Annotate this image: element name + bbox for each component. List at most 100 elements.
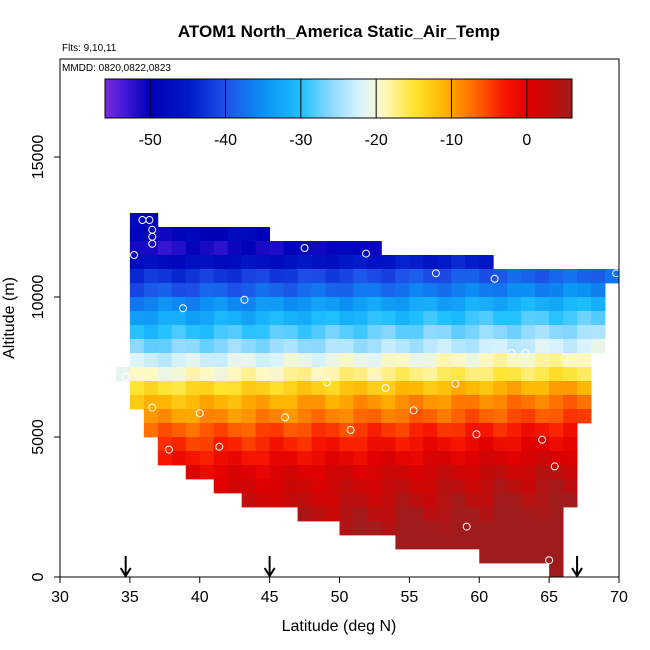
heatmap-cell <box>311 479 326 494</box>
heatmap-cell <box>451 311 466 326</box>
heatmap-cell <box>577 339 592 354</box>
heatmap-cell <box>269 395 285 410</box>
heatmap-cell <box>381 269 396 284</box>
heatmap-cell <box>479 395 494 410</box>
heatmap-cell <box>241 437 257 452</box>
heatmap-cell <box>395 269 410 284</box>
heatmap-cell <box>493 395 508 410</box>
heatmap-cell <box>451 465 466 480</box>
heatmap-cell <box>437 381 452 396</box>
heatmap-cell <box>493 549 508 564</box>
heatmap-cell <box>185 353 201 368</box>
observation-point <box>215 442 224 451</box>
heatmap-cell <box>493 367 508 382</box>
heatmap-cell <box>577 395 592 410</box>
heatmap-cell <box>227 339 243 354</box>
heatmap-cell <box>423 507 438 522</box>
heatmap-cell <box>507 535 522 550</box>
heatmap-cell <box>535 451 550 466</box>
heatmap-cell <box>451 451 466 466</box>
heatmap-cell <box>227 437 243 452</box>
heatmap-cell <box>423 297 438 312</box>
heatmap-cell <box>353 297 368 312</box>
heatmap-cell <box>563 437 578 452</box>
heatmap-cell <box>283 395 298 410</box>
heatmap-cell <box>591 297 606 312</box>
heatmap-cell <box>437 325 452 340</box>
heatmap-cell <box>311 507 326 522</box>
heatmap-cell <box>157 353 173 368</box>
heatmap-cell <box>549 311 564 326</box>
heatmap-cell <box>549 549 564 564</box>
observation-point <box>165 445 173 454</box>
heatmap-cell <box>199 241 215 256</box>
heatmap-cell <box>157 409 173 424</box>
heatmap-cell <box>311 423 326 438</box>
heatmap-cell <box>381 353 396 368</box>
heatmap-cell <box>213 241 229 256</box>
heatmap-cell <box>535 493 550 508</box>
heatmap-cell <box>549 437 564 452</box>
heatmap-cell <box>577 297 592 312</box>
heatmap-cell <box>171 241 187 256</box>
heatmap-cell <box>269 283 285 298</box>
heatmap-cell <box>507 381 522 396</box>
heatmap-cell <box>437 339 452 354</box>
heatmap-cell <box>213 409 229 424</box>
heatmap-cell <box>409 255 424 270</box>
heatmap-cell <box>549 283 564 298</box>
sampling-arrow-head <box>263 567 276 578</box>
heatmap-cell <box>311 241 326 256</box>
heatmap-cell <box>199 269 215 284</box>
heatmap-cell <box>437 423 452 438</box>
heatmap-cell <box>171 381 187 396</box>
heatmap-cell <box>479 367 494 382</box>
heatmap-cell <box>227 241 243 256</box>
observation-point <box>145 216 154 224</box>
flights-label: Flts: 9,10,11 <box>62 43 117 54</box>
heatmap-cell <box>451 367 466 382</box>
heatmap-cell <box>367 493 382 508</box>
y-axis-label: Altitude (m) <box>1 277 18 359</box>
heatmap-cell <box>577 325 592 340</box>
heatmap-cell <box>353 493 368 508</box>
heatmap-cell <box>143 325 159 340</box>
heatmap-cell <box>423 521 438 536</box>
heatmap-cell <box>171 367 187 382</box>
heatmap-cell <box>213 437 229 452</box>
heatmap-cell <box>297 339 312 354</box>
heatmap-cell <box>353 423 368 438</box>
heatmap-cell <box>255 283 271 298</box>
heatmap-cell <box>409 353 424 368</box>
heatmap-cell <box>367 507 382 522</box>
heatmap-cell <box>493 269 508 284</box>
heatmap-cell <box>507 325 522 340</box>
x-tick-label: 60 <box>470 589 488 606</box>
heatmap-cell <box>423 409 438 424</box>
heatmap-cell <box>129 325 145 340</box>
heatmap-cell <box>213 465 229 480</box>
heatmap-cell <box>339 367 354 382</box>
heatmap-cell <box>535 521 550 536</box>
heatmap-cell <box>465 353 480 368</box>
heatmap-cell <box>507 423 522 438</box>
heatmap-cell <box>521 381 536 396</box>
heatmap-cell <box>129 297 145 312</box>
observation-point <box>148 239 157 248</box>
heatmap-cell <box>297 451 312 466</box>
observation-point <box>521 349 530 357</box>
heatmap-cell <box>465 339 480 354</box>
heatmap-cell <box>563 423 578 438</box>
heatmap-cell <box>465 367 480 382</box>
heatmap-cell <box>521 493 536 508</box>
heatmap-cell <box>395 255 410 270</box>
heatmap-cell <box>227 353 243 368</box>
heatmap-cell <box>185 423 201 438</box>
heatmap-cell <box>409 283 424 298</box>
heatmap-cell <box>353 409 368 424</box>
heatmap-cell <box>157 395 173 410</box>
heatmap-cell <box>311 255 326 270</box>
heatmap-cell <box>451 507 466 522</box>
heatmap-cell <box>451 353 466 368</box>
heatmap-cell <box>423 269 438 284</box>
